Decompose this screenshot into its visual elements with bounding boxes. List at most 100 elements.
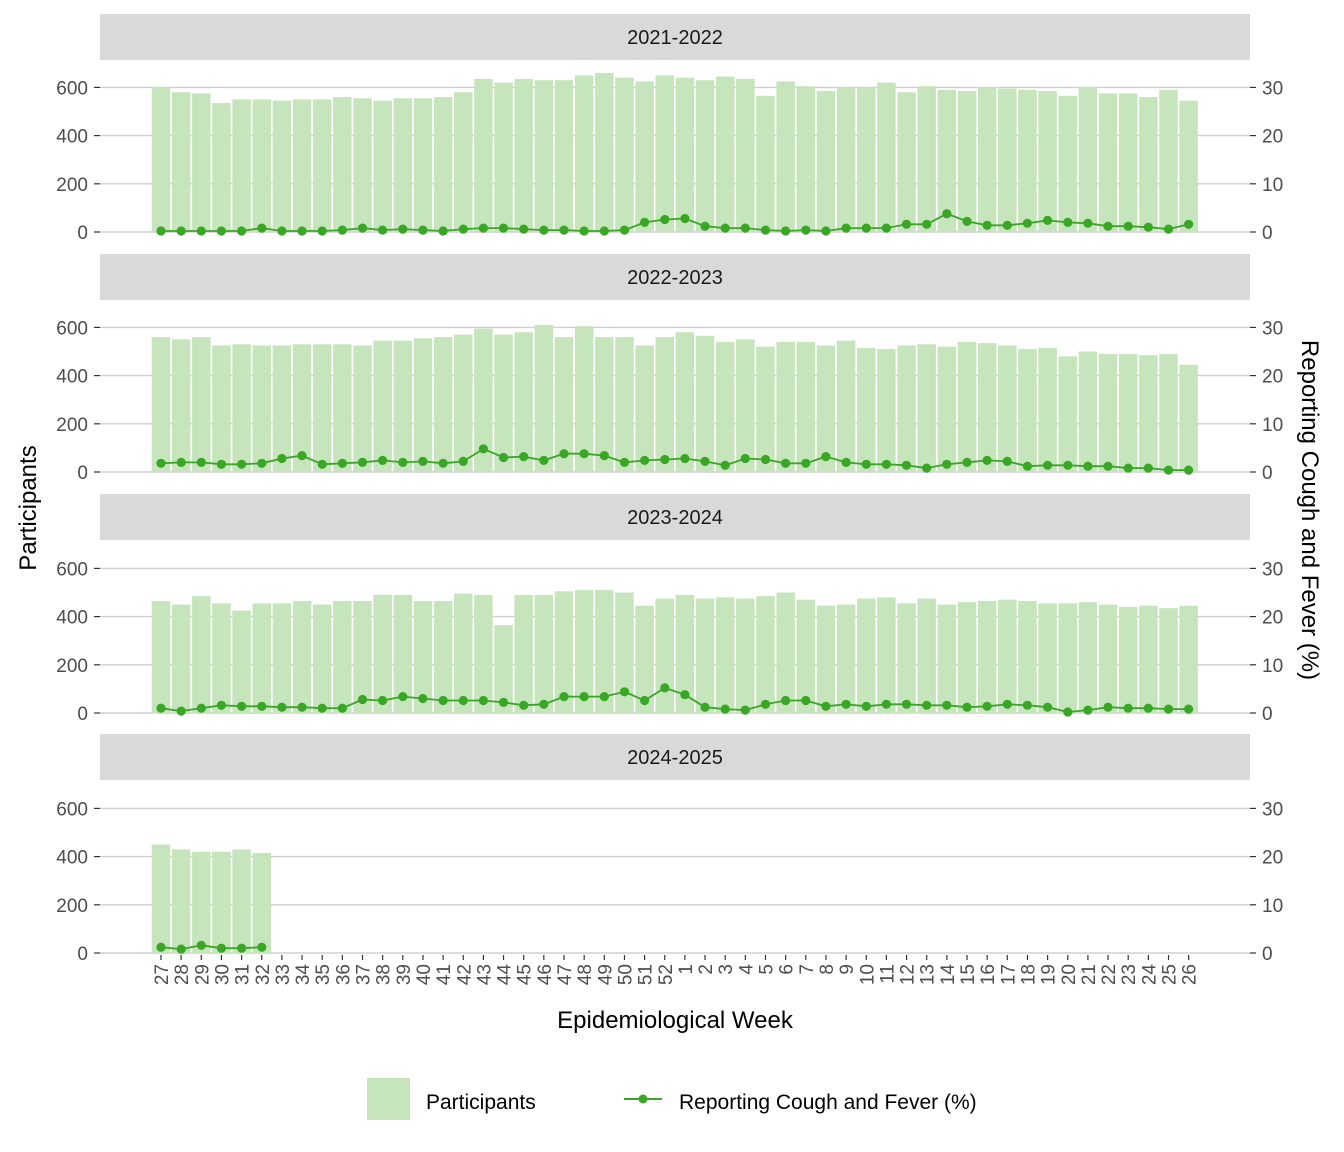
x-tick-label: 18 — [1018, 964, 1039, 985]
point-cough-fever-week-9 — [841, 223, 851, 233]
x-tick-label: 25 — [1160, 964, 1181, 985]
bar-participants-week-16 — [977, 600, 997, 713]
point-cough-fever-week-7 — [801, 695, 811, 706]
legend-key-participants — [367, 1078, 410, 1120]
bar-participants-week-35 — [312, 604, 332, 713]
bar-participants-week-2 — [695, 80, 715, 232]
point-cough-fever-week-18 — [1022, 461, 1032, 471]
point-cough-fever-week-52 — [660, 683, 670, 693]
bar-participants-week-32 — [252, 603, 271, 713]
bar-participants-week-48 — [574, 75, 594, 232]
bar-participants-week-34 — [292, 99, 312, 232]
point-cough-fever-week-17 — [1002, 220, 1012, 230]
bar-participants-week-30 — [212, 345, 231, 472]
point-cough-fever-week-33 — [277, 453, 287, 464]
y-tick-label-left: 200 — [56, 415, 88, 436]
y-tick-label-right: 0 — [1262, 223, 1273, 244]
bar-participants-week-6 — [776, 341, 795, 472]
y-axis-title-right: Reporting Cough and Fever (%) — [1296, 340, 1323, 680]
x-tick-label: 20 — [1059, 964, 1080, 985]
bar-participants-week-7 — [796, 341, 816, 472]
bar-participants-week-10 — [857, 347, 876, 472]
y-tick-label-left: 0 — [77, 704, 88, 725]
point-cough-fever-week-46 — [539, 455, 549, 465]
point-cough-fever-week-28 — [176, 706, 186, 716]
strip-title: 2022-2023 — [627, 267, 723, 289]
point-cough-fever-week-38 — [378, 695, 388, 706]
y-tick-label-left: 0 — [77, 944, 88, 965]
y-tick-label-right: 10 — [1262, 175, 1283, 196]
bar-participants-week-23 — [1118, 606, 1138, 713]
bar-participants-week-8 — [816, 605, 836, 713]
point-cough-fever-week-7 — [801, 225, 811, 235]
point-cough-fever-week-32 — [257, 223, 267, 233]
y-tick-label-left: 600 — [56, 559, 88, 580]
bar-participants-week-46 — [534, 80, 554, 232]
point-cough-fever-week-3 — [720, 223, 730, 233]
point-cough-fever-week-35 — [317, 703, 327, 713]
point-cough-fever-week-42 — [458, 224, 468, 234]
x-tick-label: 43 — [474, 964, 495, 985]
x-tick-label: 33 — [273, 964, 294, 985]
point-cough-fever-week-40 — [418, 456, 428, 466]
point-cough-fever-week-29 — [196, 940, 206, 950]
bar-participants-week-51 — [635, 605, 654, 713]
point-cough-fever-week-14 — [942, 209, 952, 219]
bar-participants-week-18 — [1018, 600, 1037, 713]
point-cough-fever-week-27 — [156, 942, 166, 952]
bar-participants-week-25 — [1159, 89, 1178, 232]
bar-participants-week-2 — [695, 335, 715, 472]
point-cough-fever-week-28 — [176, 944, 186, 954]
point-cough-fever-week-26 — [1184, 704, 1194, 714]
bar-participants-week-45 — [514, 78, 533, 232]
bar-participants-week-22 — [1098, 604, 1118, 713]
bar-participants-week-48 — [574, 326, 594, 472]
bar-participants-week-12 — [897, 345, 916, 472]
point-cough-fever-week-4 — [740, 453, 750, 464]
bar-participants-week-6 — [776, 81, 795, 232]
strip-background — [100, 734, 1250, 780]
bar-participants-week-21 — [1078, 602, 1098, 713]
point-cough-fever-week-18 — [1022, 218, 1032, 228]
bar-participants-week-9 — [836, 87, 856, 233]
bar-participants-week-23 — [1118, 93, 1138, 232]
point-cough-fever-week-37 — [357, 694, 368, 705]
x-tick-label: 30 — [212, 964, 233, 985]
point-cough-fever-week-40 — [418, 693, 428, 704]
point-cough-fever-week-34 — [297, 226, 307, 236]
x-tick-label: 24 — [1139, 964, 1160, 986]
y-tick-label-left: 200 — [56, 656, 88, 677]
point-cough-fever-week-27 — [156, 226, 166, 236]
bar-participants-week-24 — [1139, 97, 1158, 232]
y-tick-label-left: 0 — [77, 223, 88, 244]
bar-participants-week-37 — [353, 345, 372, 472]
bar-participants-week-20 — [1058, 95, 1077, 233]
point-cough-fever-week-33 — [277, 702, 287, 712]
point-cough-fever-week-26 — [1184, 219, 1194, 229]
bar-participants-week-42 — [454, 92, 473, 232]
x-tick-label: 15 — [958, 964, 979, 985]
bar-participants-week-7 — [796, 599, 816, 713]
x-tick-label: 7 — [797, 964, 818, 975]
point-cough-fever-week-46 — [539, 699, 549, 709]
point-cough-fever-week-17 — [1002, 699, 1012, 709]
point-cough-fever-week-31 — [237, 943, 247, 953]
point-cough-fever-week-39 — [398, 692, 408, 702]
x-tick-label: 51 — [636, 964, 657, 985]
point-cough-fever-week-23 — [1123, 221, 1133, 231]
bar-participants-week-2 — [695, 598, 715, 713]
point-cough-fever-week-41 — [438, 695, 448, 706]
y-tick-label-left: 400 — [56, 127, 88, 148]
bar-participants-week-38 — [373, 594, 392, 713]
bar-participants-week-3 — [715, 597, 735, 713]
point-cough-fever-week-49 — [599, 226, 609, 236]
point-cough-fever-week-38 — [378, 455, 388, 465]
bar-participants-week-45 — [514, 594, 533, 713]
x-tick-label: 3 — [716, 964, 737, 975]
y-tick-label-right: 10 — [1262, 896, 1283, 917]
line-cough-fever — [160, 447, 1189, 472]
x-tick-label: 26 — [1180, 964, 1201, 985]
point-cough-fever-week-44 — [498, 223, 509, 233]
x-tick-label: 36 — [333, 964, 354, 985]
bar-participants-week-18 — [1018, 89, 1037, 232]
